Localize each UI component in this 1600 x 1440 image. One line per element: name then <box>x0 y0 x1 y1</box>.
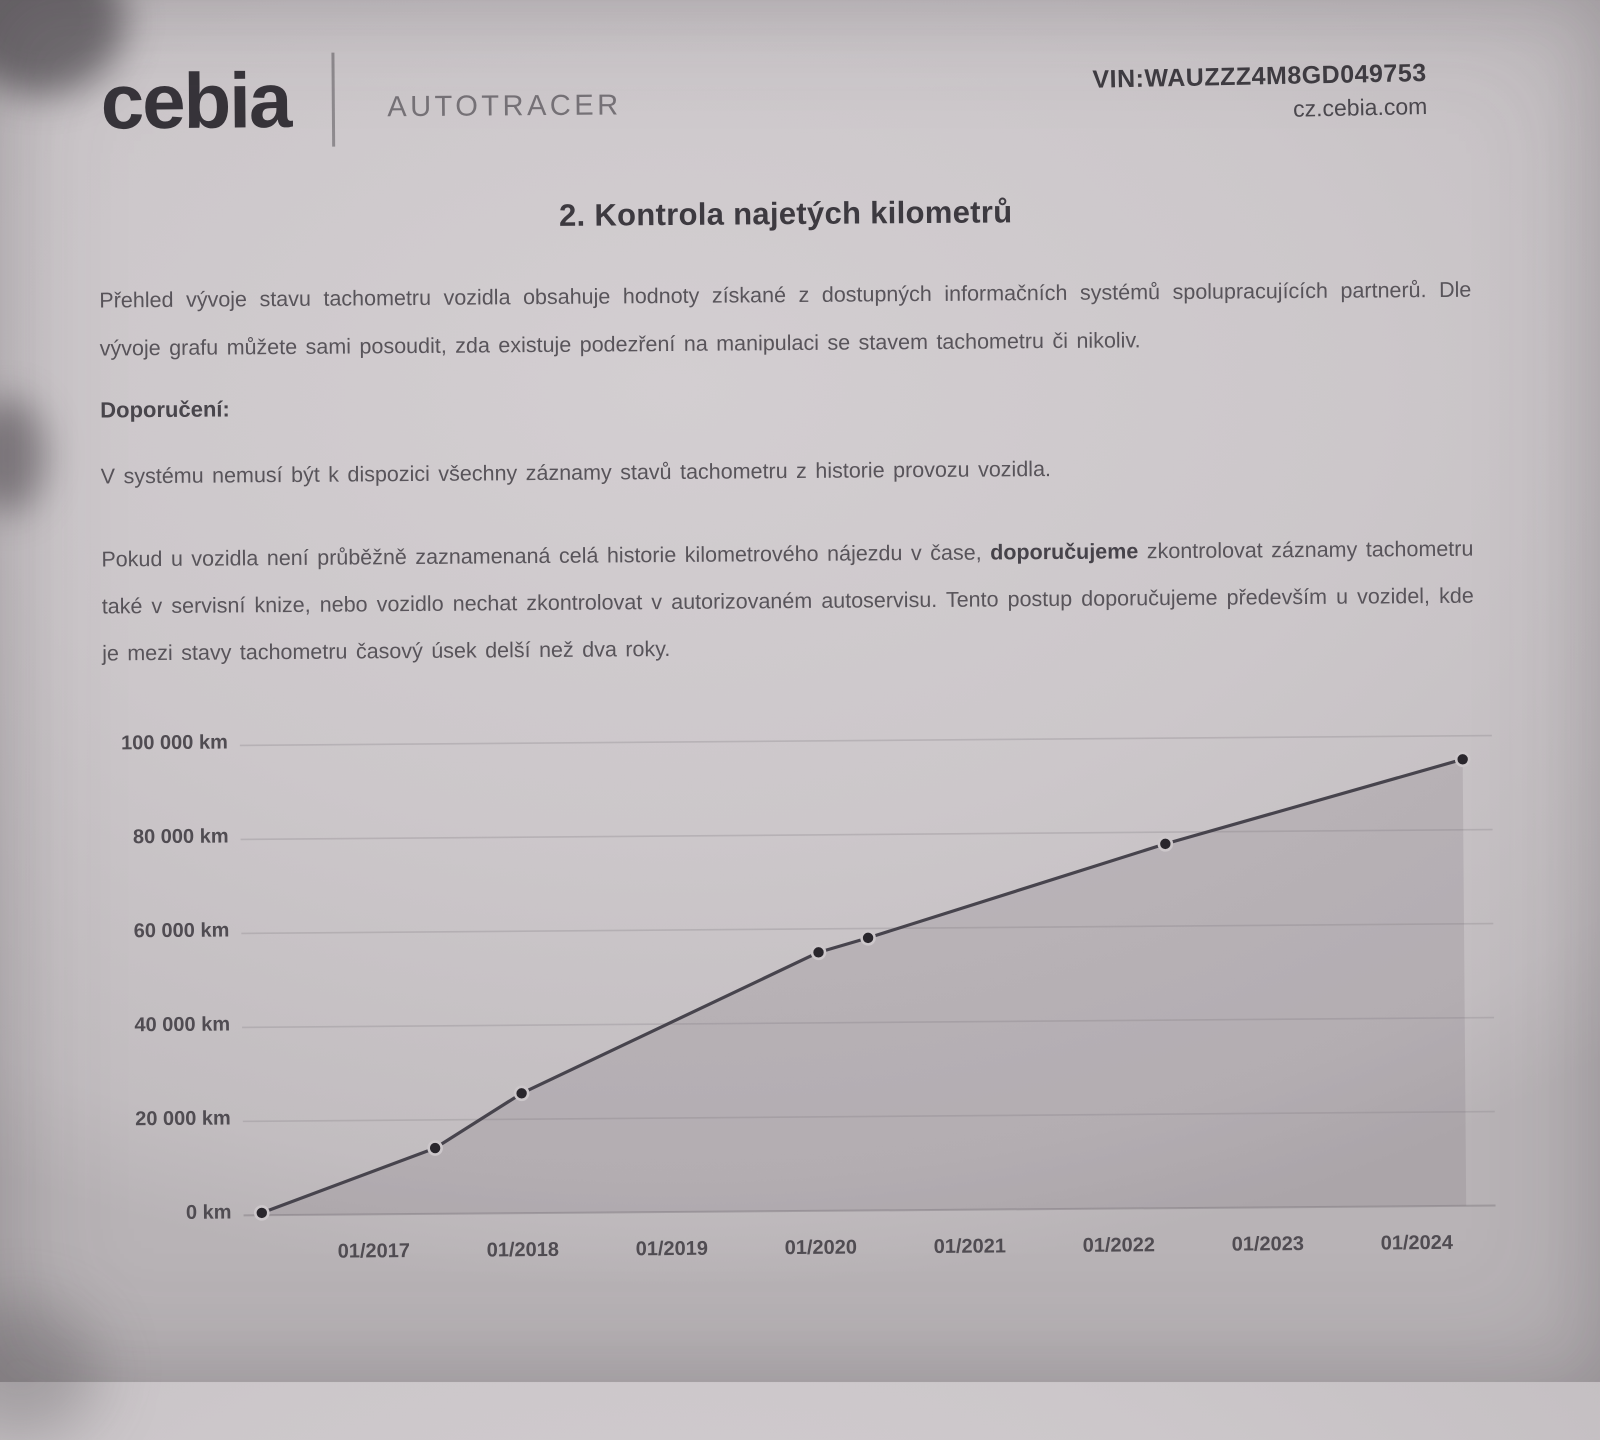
x-axis-label: 01/2022 <box>1082 1234 1156 1257</box>
chart-gridline <box>242 1110 1495 1123</box>
chart-gridline <box>241 922 1494 935</box>
chart-point <box>810 944 827 961</box>
chart-point <box>1157 836 1174 852</box>
chart-point <box>427 1140 443 1156</box>
mileage-chart <box>239 734 1496 1221</box>
autotracer-wordmark: AUTOTRACER <box>387 88 622 123</box>
x-axis-label: 01/2021 <box>933 1235 1007 1258</box>
paragraph-note: V systému nemusí být k dispozici všechny… <box>100 457 1052 489</box>
chart-x-axis: 01/2017 01/2018 01/2019 01/2020 01/2021 01/20… <box>0 0 1594 1263</box>
x-axis-label: 01/2017 <box>337 1240 411 1263</box>
logo-divider <box>331 52 336 147</box>
x-axis-label: 01/2023 <box>1231 1233 1305 1256</box>
y-axis-label: 0 km <box>185 1201 232 1224</box>
x-axis-label: 01/2019 <box>635 1237 709 1261</box>
cebia-logo: cebia <box>100 55 291 146</box>
header: cebia AUTOTRACER <box>100 49 622 149</box>
chart-gridline <box>243 1204 1496 1217</box>
chart-y-axis: 0 km 20 000 km 40 000 km 60 000 km 80 000 km… <box>0 0 1594 1223</box>
section-title: 2. Kontrola najetých kilometrů <box>558 194 1013 233</box>
x-axis-label: 01/2020 <box>784 1236 858 1260</box>
x-axis-label: 01/2018 <box>486 1238 560 1262</box>
chart-point <box>1454 751 1471 768</box>
paragraph-intro: Přehled vývoje stavu tachometru vozidla … <box>99 277 1472 361</box>
recommendation-heading: Doporučení: <box>100 396 230 423</box>
y-axis-label: 40 000 km <box>134 1013 231 1037</box>
chart-gridline <box>239 734 1492 747</box>
advice-text-1: Pokud u vozidla není průběžně zaznamenan… <box>101 540 991 572</box>
y-axis-label: 60 000 km <box>133 919 230 943</box>
paragraph-advice: Pokud u vozidla není průběžně zaznamenan… <box>101 526 1474 678</box>
x-axis-label: 01/2024 <box>1380 1231 1454 1255</box>
advice-text-bold: doporučujeme <box>990 539 1139 565</box>
website-text: cz.cebia.com <box>1292 93 1428 122</box>
chart-point <box>513 1085 530 1102</box>
chart-point <box>253 1205 270 1221</box>
chart-point <box>860 930 876 946</box>
y-axis-label: 20 000 km <box>135 1107 231 1131</box>
document-content: cebia AUTOTRACER VIN:WAUZZZ4M8GD049753 c… <box>0 0 1594 1263</box>
chart-gridline <box>240 828 1493 841</box>
header-right: VIN:WAUZZZ4M8GD049753 cz.cebia.com <box>1092 59 1427 127</box>
chart-area <box>261 759 1467 1216</box>
vin-value: VIN:WAUZZZ4M8GD049753 <box>1091 59 1427 94</box>
y-axis-label: 80 000 km <box>132 825 229 849</box>
y-axis-label: 100 000 km <box>120 731 228 755</box>
chart-gridline <box>242 1016 1495 1029</box>
